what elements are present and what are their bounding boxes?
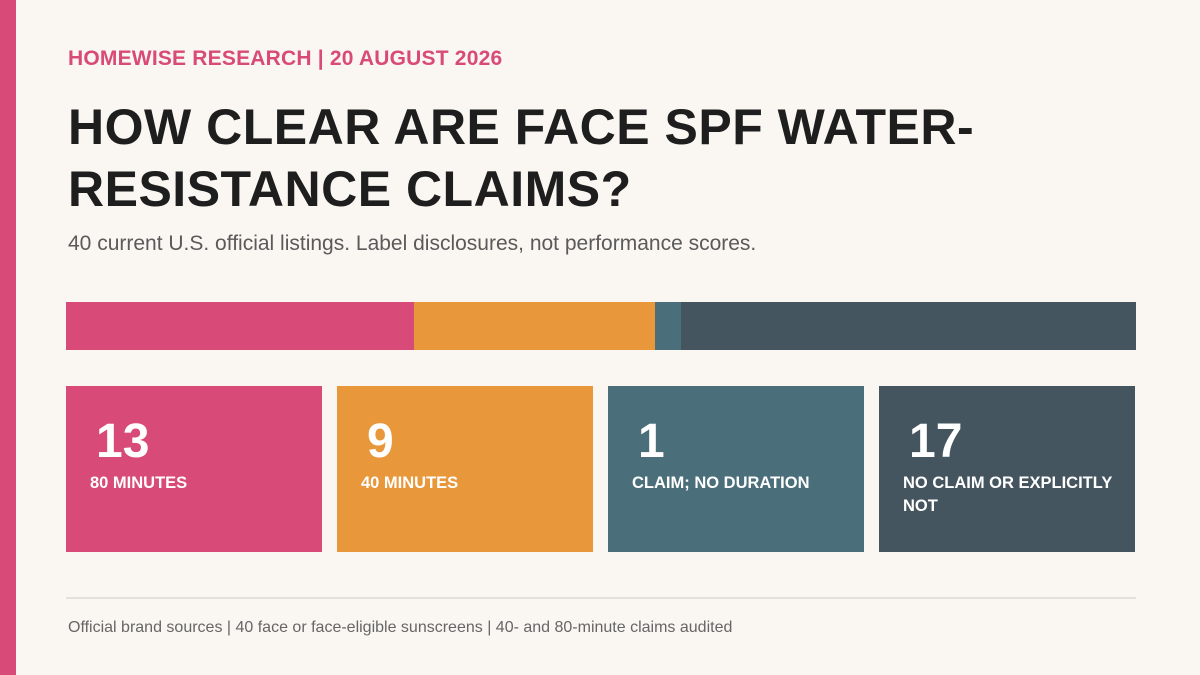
bar-segment	[66, 302, 414, 350]
card-value: 9	[367, 415, 394, 468]
card-value: 1	[638, 415, 665, 468]
footer-divider	[66, 597, 1136, 599]
category-card: 13 80 MINUTES	[66, 386, 322, 552]
chart-subtitle: 40 current U.S. official listings. Label…	[68, 232, 757, 255]
category-cards: 13 80 MINUTES 9 40 MINUTES 1 CLAIM; NO DURATI…	[66, 386, 1136, 552]
category-card: 17 NO CLAIM OR EXPLICITLY NOT	[879, 386, 1135, 552]
card-label: NO CLAIM OR EXPLICITLY NOT	[903, 474, 1113, 515]
bar-segment	[654, 302, 682, 350]
accent-bar	[0, 0, 16, 675]
card-value: 13	[96, 415, 150, 468]
card-label: 80 MINUTES	[90, 474, 188, 492]
card-value: 17	[909, 415, 963, 468]
category-card: 9 40 MINUTES	[337, 386, 593, 552]
category-card: 1 CLAIM; NO DURATION	[608, 386, 864, 552]
kicker: HOMEWISE RESEARCH | 20 AUGUST 2026	[68, 47, 503, 70]
stacked-bar	[66, 302, 1136, 350]
card-label: CLAIM; NO DURATION	[632, 474, 810, 492]
source-footer: Official brand sources | 40 face or face…	[68, 619, 733, 636]
chart-title: HOW CLEAR ARE FACE SPF WATER-RESISTANCE …	[68, 99, 975, 217]
card-label: 40 MINUTES	[361, 474, 459, 492]
bar-segment	[413, 302, 655, 350]
bar-segment	[681, 302, 1136, 350]
